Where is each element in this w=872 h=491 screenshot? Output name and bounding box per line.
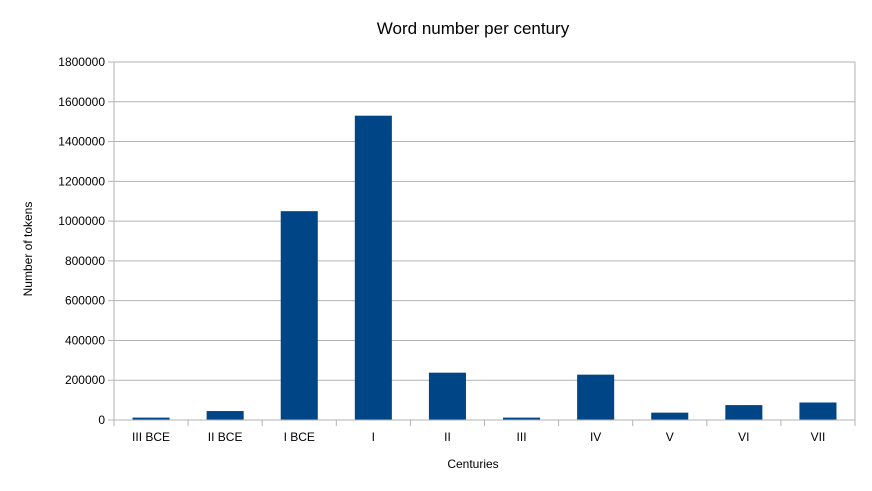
- bar: [354, 115, 392, 420]
- bar: [577, 374, 615, 420]
- bar: [651, 412, 689, 420]
- bar: [206, 411, 244, 420]
- x-tick-label: III BCE: [132, 430, 170, 444]
- y-tick-label: 0: [98, 413, 105, 427]
- y-tick-label: 200000: [65, 373, 105, 387]
- x-axis-label: Centuries: [447, 457, 498, 471]
- x-tick-label: VII: [811, 430, 826, 444]
- x-tick-label: V: [666, 430, 674, 444]
- x-tick-label: I: [372, 430, 375, 444]
- y-tick-label: 1600000: [58, 95, 105, 109]
- bar: [132, 417, 170, 420]
- x-tick-labels: III BCE II BCE I BCE I II III IV V VI VII: [113, 420, 856, 444]
- y-tick-label: 600000: [65, 294, 105, 308]
- y-tick-label: 1000000: [58, 214, 105, 228]
- x-tick-label: III: [517, 430, 527, 444]
- chart-title: Word number per century: [377, 19, 570, 38]
- bar: [799, 402, 837, 420]
- y-tick-label: 400000: [65, 333, 105, 347]
- x-tick-label: II: [444, 430, 451, 444]
- y-tick-label: 1800000: [58, 55, 105, 69]
- gridlines: [108, 61, 855, 421]
- y-tick-label: 1200000: [58, 174, 105, 188]
- x-tick-label: I BCE: [284, 430, 315, 444]
- bar: [725, 405, 763, 420]
- bars: [132, 115, 837, 420]
- bar: [280, 211, 318, 420]
- x-tick-label: II BCE: [208, 430, 243, 444]
- x-tick-label: VI: [738, 430, 749, 444]
- bar: [503, 417, 541, 420]
- plot-frame: [113, 61, 856, 421]
- x-tick-label: IV: [590, 430, 601, 444]
- y-axis-label: Number of tokens: [21, 202, 35, 297]
- y-tick-label: 1400000: [58, 135, 105, 149]
- bar: [428, 372, 466, 420]
- y-tick-label: 800000: [65, 254, 105, 268]
- y-tick-labels: 0 200000 400000 600000 800000 1000000 1200000 1…: [58, 55, 105, 427]
